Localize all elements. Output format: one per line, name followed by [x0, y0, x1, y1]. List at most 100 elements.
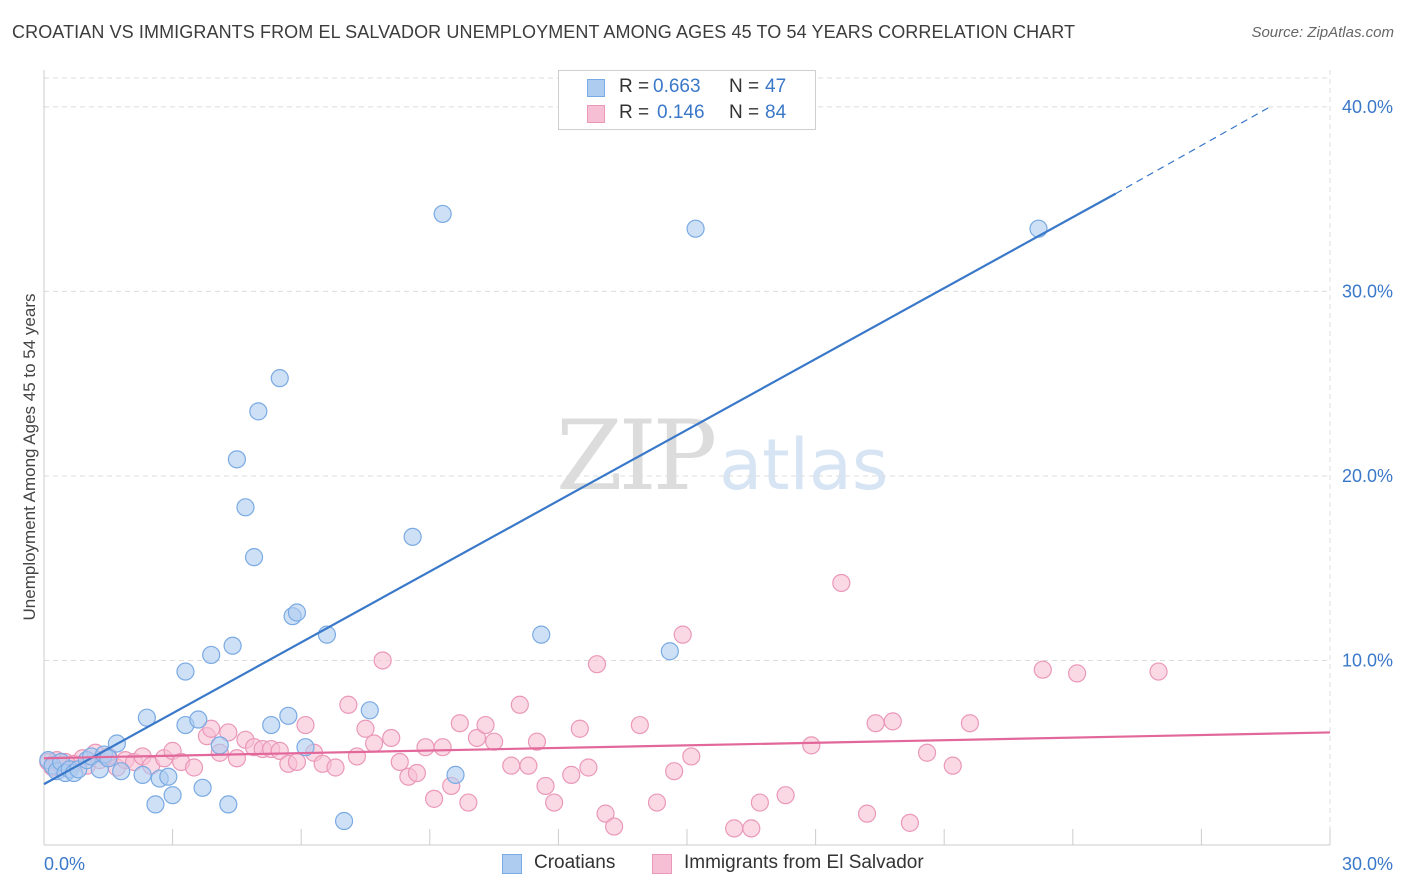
y-tick-label: 30.0%: [1342, 281, 1393, 301]
croatians-point: [1029, 219, 1048, 238]
croatians-point: [219, 795, 238, 814]
el-salvador-legend-swatch: [652, 854, 672, 874]
el-salvador-point: [682, 747, 701, 766]
croatians-swatch: [587, 79, 605, 97]
el-salvador-point: [562, 765, 581, 784]
croatians-point: [210, 736, 229, 755]
croatians-point: [270, 369, 289, 388]
croatians-legend-label: Croatians: [534, 852, 616, 873]
croatians-point: [360, 701, 379, 720]
el-salvador-point: [339, 695, 358, 714]
watermark: ZIPatlas: [556, 400, 888, 512]
n-label: N =: [729, 102, 760, 123]
el-salvador-point: [742, 819, 761, 838]
el-salvador-point: [326, 758, 345, 777]
croatians-point: [112, 762, 131, 781]
croatians-point: [202, 645, 221, 665]
source-credit: Source: ZipAtlas.com: [1251, 24, 1394, 41]
el-salvador-point: [467, 728, 487, 748]
y-tick-label: 20.0%: [1342, 466, 1393, 486]
el-salvador-point: [832, 573, 851, 593]
x-tick-label: 0.0%: [44, 854, 85, 874]
croatians-trend-extension: [1115, 106, 1271, 195]
el-salvador-point: [433, 738, 452, 757]
el-salvador-point: [866, 714, 885, 733]
croatians-point: [244, 548, 264, 567]
el-salvador-point: [476, 715, 495, 735]
el-salvador-point: [227, 749, 246, 768]
el-salvador-point: [373, 651, 392, 670]
croatians-point: [532, 625, 551, 644]
croatians-point: [133, 765, 152, 784]
y-tick-label: 40.0%: [1342, 97, 1393, 117]
y-tick-label: 10.0%: [1342, 650, 1393, 670]
el-salvador-point: [382, 728, 401, 748]
croatians-point: [334, 811, 354, 831]
el-salvador-point: [364, 734, 384, 753]
x-tick-label: 30.0%: [1342, 854, 1393, 874]
el-salvador-point: [1067, 664, 1087, 683]
el-salvador-point: [424, 789, 444, 808]
watermark-zip: ZIP: [556, 400, 717, 512]
y-axis-label: Unemployment Among Ages 45 to 54 years: [20, 293, 39, 621]
croatians-point: [163, 786, 182, 805]
croatians-point: [287, 603, 307, 622]
el-salvador-point: [219, 723, 238, 742]
el-salvador-point: [270, 741, 289, 760]
el-salvador-point: [502, 756, 521, 775]
el-salvador-point: [665, 762, 684, 781]
el-salvador-point: [450, 714, 469, 733]
el-salvador-swatch: [587, 105, 605, 123]
el-salvador-point: [545, 793, 564, 812]
el-salvador-point: [527, 732, 547, 751]
el-salvador-legend-label: Immigrants from El Salvador: [684, 852, 924, 873]
stats-legend: R = 0.663 N = 47 R = 0.146 N = 84: [558, 70, 816, 130]
croatians-point: [236, 498, 255, 517]
el-salvador-point: [630, 715, 649, 735]
croatians-point: [223, 636, 242, 655]
el-salvador-point: [647, 793, 667, 812]
el-salvador-point: [510, 695, 529, 714]
el-salvador-point: [605, 817, 624, 836]
croatians-point: [279, 706, 298, 725]
el-salvador-point: [416, 738, 435, 757]
croatians-trend-line: [43, 192, 1117, 786]
el-salvador-point: [202, 719, 221, 738]
el-salvador-point: [519, 756, 538, 775]
el-salvador-point: [1033, 660, 1052, 679]
croatians-point: [403, 527, 422, 546]
croatians-point: [193, 778, 212, 797]
el-salvador-point: [776, 786, 795, 805]
el-salvador-trend-line: [43, 731, 1331, 760]
el-salvador-point: [579, 758, 598, 777]
croatians-point: [686, 219, 705, 238]
el-salvador-point: [943, 756, 962, 775]
n-value: 47: [765, 76, 787, 97]
croatians-point: [262, 715, 281, 735]
el-salvador-point: [287, 752, 307, 772]
watermark-atlas: atlas: [719, 424, 889, 506]
n-label: N =: [729, 76, 760, 97]
croatians-point: [189, 710, 208, 729]
r-label: R =: [619, 102, 650, 123]
el-salvador-point: [485, 732, 504, 751]
croatians-point: [176, 662, 195, 681]
el-salvador-point: [673, 625, 692, 644]
el-salvador-point: [750, 793, 769, 812]
n-value: 84: [765, 102, 787, 123]
r-value: 0.146: [657, 102, 705, 123]
el-salvador-point: [570, 719, 589, 738]
el-salvador-point: [587, 655, 607, 674]
el-salvador-point: [536, 776, 555, 796]
croatians-point: [227, 450, 246, 469]
el-salvador-point: [725, 819, 744, 838]
el-salvador-point: [900, 813, 920, 832]
el-salvador-point: [883, 712, 902, 731]
el-salvador-point: [390, 752, 409, 772]
croatians-point: [433, 204, 452, 224]
croatians-point: [159, 767, 178, 786]
chart-title: CROATIAN VS IMMIGRANTS FROM EL SALVADOR …: [12, 22, 1076, 42]
el-salvador-point: [459, 793, 478, 812]
el-salvador-point: [917, 743, 937, 762]
el-salvador-point: [296, 715, 315, 735]
